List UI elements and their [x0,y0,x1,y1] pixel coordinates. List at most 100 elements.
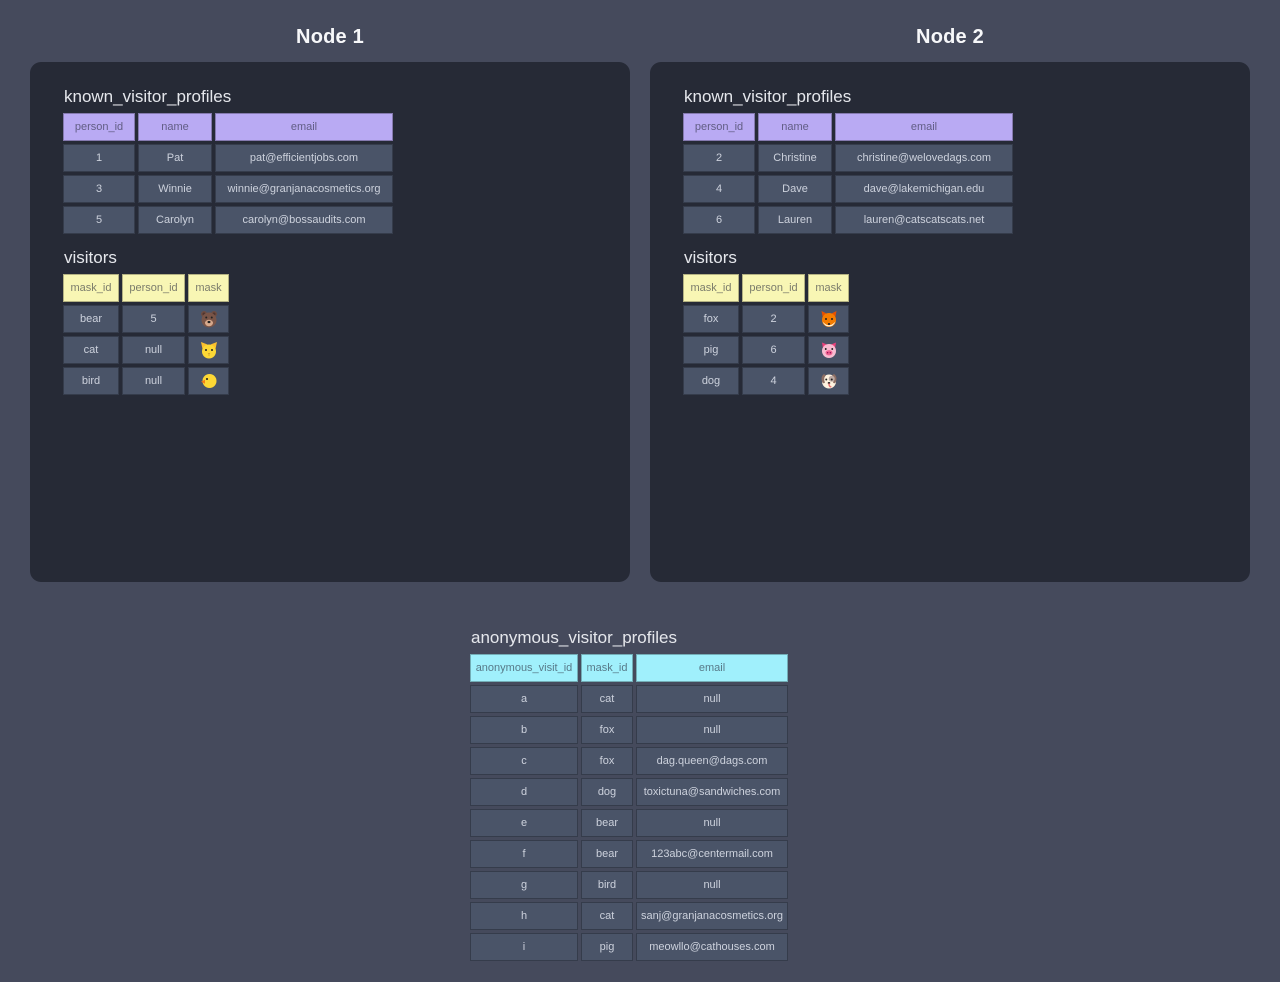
table-cell: 4 [742,367,805,395]
anonymous_visitor_profiles-table: anonymous_visit_id mask_id email a cat null b f… [467,651,791,964]
table-row: 3 Winnie winnie@granjanacosmetics.org [63,175,393,203]
anonymous-visitor-profiles-section: anonymous_visitor_profiles anonymous_vis… [470,627,791,974]
table-cell: cat [581,902,633,930]
table-cell: fox [581,716,633,744]
table-row: fox 2 [683,305,849,333]
table-cell: a [470,685,578,713]
table-cell: dog [683,367,739,395]
table-cell: 6 [683,206,755,234]
table-row: g bird null [470,871,789,899]
baby-chick-emoji-icon [200,372,218,390]
known-visitor-profiles-label: known_visitor_profiles [64,87,232,106]
node-2-panel: known_visitor_profiles person_id name emai… [650,62,1250,582]
visitors-label: visitors [684,248,737,267]
node-2-title: Node 2 [916,26,984,48]
cat-face-emoji-icon [200,341,218,359]
pig-face-emoji-icon [820,341,838,359]
table-cell: null [636,716,789,744]
table-cell: pig [581,933,633,961]
visitors-table: mask_id person_id mask fox 2 pig 6 dog 4 [683,271,1217,398]
table-row: pig 6 [683,336,849,364]
known-visitor-profiles-table: person_id name email 2 Christine christine@we… [683,110,1217,237]
table-cell: winnie@granjanacosmetics.org [215,175,393,203]
table-cell [808,336,849,364]
table-cell: bird [581,871,633,899]
table-cell: i [470,933,578,961]
table-row: 4 Dave dave@lakemichigan.edu [683,175,1013,203]
table-cell: 4 [683,175,755,203]
column-header-person_id: person_id [683,113,755,141]
table-cell: cat [63,336,119,364]
table-cell: null [122,367,185,395]
visitors-label: visitors [64,248,117,267]
column-header-mask_id: mask_id [581,654,633,682]
table-cell: bird [63,367,119,395]
table-cell: e [470,809,578,837]
table-row: d dog toxictuna@sandwiches.com [470,778,789,806]
column-header-email: email [215,113,393,141]
table-cell: 2 [742,305,805,333]
table-cell [188,336,229,364]
column-header-mask: mask [808,274,849,302]
column-header-name: name [758,113,832,141]
table-cell: null [122,336,185,364]
known_visitor_profiles-table: person_id name email 1 Pat pat@efficientjobs.… [60,110,396,237]
table-cell: carolyn@bossaudits.com [215,206,393,234]
table-row: e bear null [470,809,789,837]
table-cell: Lauren [758,206,832,234]
header-row: person_id name email [63,113,393,141]
table-row: 2 Christine christine@welovedags.com [683,144,1013,172]
table-cell: 2 [683,144,755,172]
table-cell [808,305,849,333]
table-cell: h [470,902,578,930]
table-cell: fox [581,747,633,775]
table-cell: 3 [63,175,135,203]
header-row: mask_id person_id mask [683,274,849,302]
table-cell: Winnie [138,175,212,203]
table-row: 1 Pat pat@efficientjobs.com [63,144,393,172]
table-cell [188,305,229,333]
column-header-email: email [835,113,1013,141]
table-cell: f [470,840,578,868]
table-row: 6 Lauren lauren@catscatscats.net [683,206,1013,234]
table-cell: dave@lakemichigan.edu [835,175,1013,203]
anonymous-visitor-profiles-label: anonymous_visitor_profiles [471,628,677,647]
known-visitor-profiles-label: known_visitor_profiles [684,87,852,106]
node-1-panel: known_visitor_profiles person_id name emai… [30,62,630,582]
table-row: i pig meowllo@cathouses.com [470,933,789,961]
table-cell: 123abc@centermail.com [636,840,789,868]
table-cell: Christine [758,144,832,172]
table-cell: fox [683,305,739,333]
table-cell: Dave [758,175,832,203]
table-row: b fox null [470,716,789,744]
table-cell: sanj@granjanacosmetics.org [636,902,789,930]
visitors-table: mask_id person_id mask fox 2 pig 6 dog 4 [680,271,852,398]
table-cell: lauren@catscatscats.net [835,206,1013,234]
table-cell: toxictuna@sandwiches.com [636,778,789,806]
anonymous-visitor-profiles-table: anonymous_visit_id mask_id email a cat null b f… [470,651,791,964]
table-row: bear 5 [63,305,229,333]
known-visitor-profiles-table: person_id name email 1 Pat pat@efficientjobs.… [63,110,597,237]
table-row: a cat null [470,685,789,713]
header-row: anonymous_visit_id mask_id email [470,654,789,682]
table-cell: pig [683,336,739,364]
column-header-mask_id: mask_id [683,274,739,302]
column-header-anonymous_visit_id: anonymous_visit_id [470,654,578,682]
known_visitor_profiles-table: person_id name email 2 Christine christine@we… [680,110,1016,237]
table-row: c fox dag.queen@dags.com [470,747,789,775]
table-cell: bear [581,809,633,837]
table-cell: g [470,871,578,899]
table-row: bird null [63,367,229,395]
table-cell: christine@welovedags.com [835,144,1013,172]
table-cell: null [636,685,789,713]
header-row: mask_id person_id mask [63,274,229,302]
table-cell: Carolyn [138,206,212,234]
table-cell [188,367,229,395]
column-header-person_id: person_id [63,113,135,141]
fox-face-emoji-icon [820,310,838,328]
table-cell: 6 [742,336,805,364]
table-cell: bear [63,305,119,333]
table-cell: cat [581,685,633,713]
table-cell: Pat [138,144,212,172]
column-header-mask: mask [188,274,229,302]
